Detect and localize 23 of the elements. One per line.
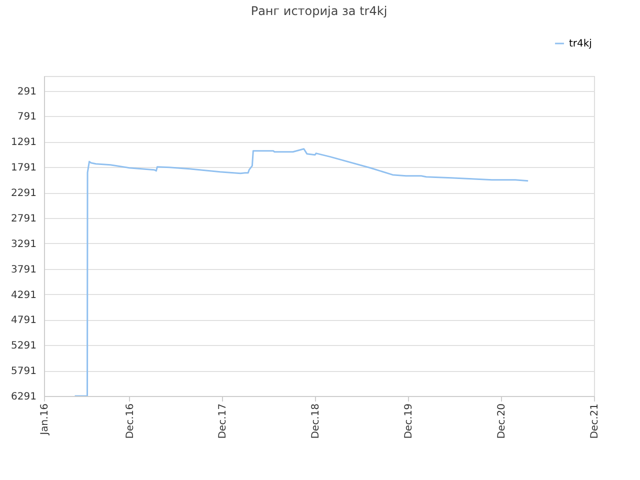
- line-series: [74, 148, 529, 396]
- y-tick-label: 3291: [11, 238, 36, 250]
- x-tick-label: Dec.20: [496, 404, 508, 439]
- x-tick-label: Dec.18: [310, 404, 322, 439]
- x-tick-label: Dec.16: [124, 404, 136, 439]
- legend-label: tr4kj: [569, 38, 592, 50]
- y-tick-label: 791: [17, 112, 36, 123]
- y-tick-label: 1791: [11, 162, 36, 174]
- y-tick-label: 2791: [11, 213, 36, 224]
- y-tick-label: 2291: [11, 188, 36, 200]
- x-tick-label: Dec.21: [590, 404, 600, 439]
- y-tick-label: 6291: [11, 392, 36, 402]
- y-tick-label: 291: [17, 86, 36, 98]
- x-tick-label: Jan.16: [40, 404, 50, 436]
- y-tick-label: 5791: [11, 366, 36, 378]
- x-tick-label: Dec.19: [403, 404, 414, 439]
- y-tick-label: 1291: [11, 137, 36, 148]
- x-tick-label: Dec.17: [218, 404, 229, 439]
- y-tick-label: 5291: [11, 340, 36, 352]
- y-tick-label: 4291: [11, 290, 36, 301]
- y-tick-label: 3791: [11, 264, 36, 276]
- y-tick-label: 4791: [11, 315, 36, 326]
- chart-title: Ранг историја за tr4kj: [250, 4, 388, 18]
